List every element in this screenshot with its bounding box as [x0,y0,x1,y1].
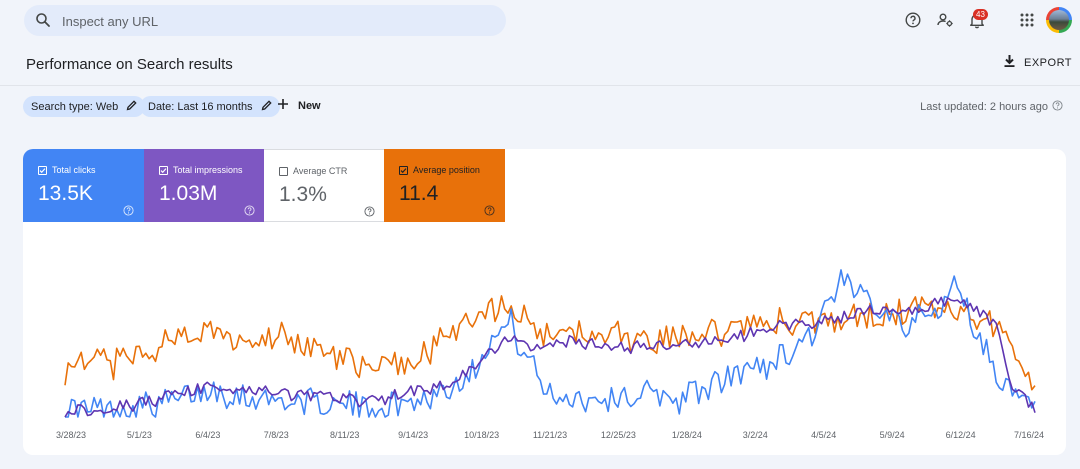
x-tick-label: 3/2/24 [743,430,768,440]
notification-count-badge: 43 [973,9,988,20]
plus-icon [277,98,289,113]
url-inspect-input[interactable] [60,5,484,38]
x-tick-label: 1/28/24 [672,430,702,440]
x-tick-label: 7/16/24 [1014,430,1044,440]
x-tick-label: 8/11/23 [330,430,359,440]
edit-icon [126,99,137,114]
help-icon[interactable] [244,203,255,221]
x-tick-label: 12/25/23 [601,430,636,440]
export-button[interactable]: EXPORT [1003,54,1072,71]
date-filter-chip[interactable]: Date: Last 16 months [140,96,280,117]
help-icon[interactable] [1052,100,1063,114]
checkbox-checked-icon[interactable] [399,165,408,175]
metric-label: Average CTR [293,166,348,176]
help-icon[interactable] [902,9,924,31]
metric-label: Total clicks [52,165,96,175]
metric-average-ctr[interactable]: Average CTR 1.3% [264,149,385,222]
metric-value: 11.4 [399,182,439,205]
last-updated: Last updated: 2 hours ago [920,100,1063,114]
x-tick-label: 6/12/24 [946,430,976,440]
download-icon [1003,54,1016,71]
metric-total-clicks[interactable]: Total clicks 13.5K [23,149,144,222]
avatar[interactable] [1046,7,1072,33]
x-tick-label: 7/8/23 [264,430,289,440]
header-divider [0,85,1080,86]
metric-label: Average position [413,165,480,175]
performance-line-chart: 3/28/23 5/1/23 6/4/23 7/8/23 8/11/23 9/14/23 1… [56,269,1044,440]
x-tick-label: 5/9/24 [880,430,905,440]
help-icon[interactable] [123,203,134,221]
last-updated-text: Last updated: 2 hours ago [920,101,1048,113]
help-icon[interactable] [364,204,375,222]
series-line-average-position [64,295,1036,391]
new-filter-label: New [298,99,321,112]
x-tick-label: 3/28/23 [56,430,86,440]
x-tick-label: 10/18/23 [464,430,499,440]
x-tick-label: 9/14/23 [398,430,428,440]
new-filter-button[interactable]: New [277,98,321,113]
date-filter-label: Date: Last 16 months [148,100,253,113]
metric-total-impressions[interactable]: Total impressions 1.03M [144,149,265,222]
user-settings-icon[interactable] [934,9,956,31]
apps-grid-icon[interactable] [1016,9,1038,31]
x-tick-label: 5/1/23 [127,430,152,440]
x-tick-label: 6/4/23 [195,430,220,440]
metric-label: Total impressions [173,165,243,175]
checkbox-checked-icon[interactable] [38,165,47,175]
metric-value: 1.03M [159,182,218,205]
metric-value: 1.3% [279,183,327,206]
metric-value: 13.5K [38,182,93,205]
export-label: EXPORT [1024,56,1073,69]
checkbox-unchecked-icon[interactable] [279,166,288,176]
search-icon [35,12,51,33]
search-type-filter-chip[interactable]: Search type: Web [23,96,146,117]
url-inspect-bar[interactable] [24,5,506,38]
search-type-label: Search type: Web [31,100,119,113]
performance-chart-card: Total clicks 13.5K Total impressions 1.0… [23,149,1066,455]
help-icon[interactable] [484,203,495,221]
series-line-total-impressions [64,296,1036,418]
checkbox-checked-icon[interactable] [159,165,168,175]
page-title: Performance on Search results [26,56,233,73]
edit-icon [261,99,272,114]
x-tick-label: 11/21/23 [533,430,567,440]
x-tick-label: 4/5/24 [811,430,836,440]
metric-average-position[interactable]: Average position 11.4 [384,149,505,222]
